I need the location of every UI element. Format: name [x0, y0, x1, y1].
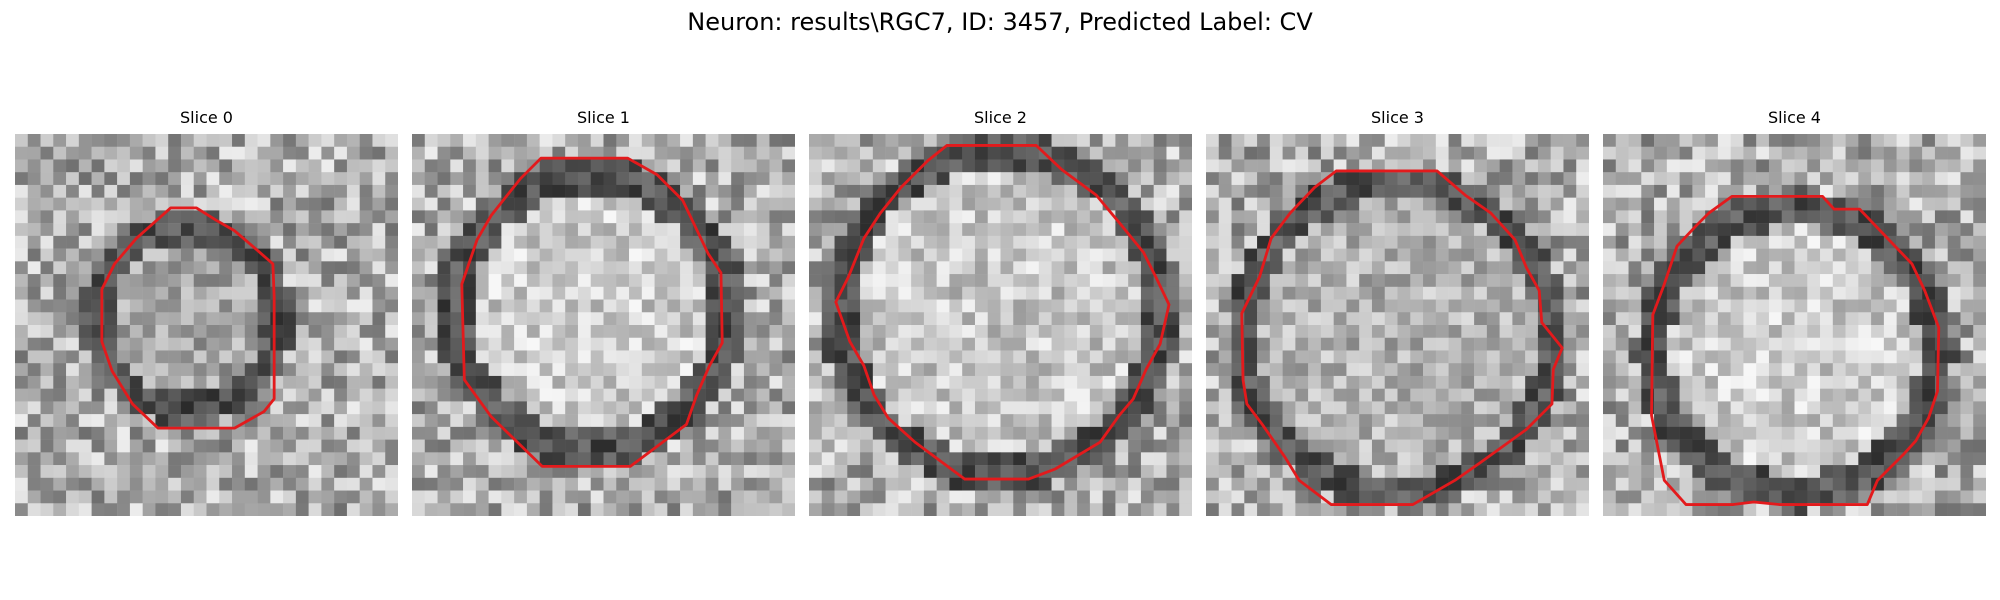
- figure-title: Neuron: results\RGC7, ID: 3457, Predicte…: [687, 8, 1313, 36]
- grayscale-pixels: [412, 134, 795, 516]
- slice-title-2: Slice 2: [974, 108, 1027, 127]
- segmentation-contour: [834, 144, 1171, 481]
- slice-title-3: Slice 3: [1371, 108, 1424, 127]
- slice-image-0: [15, 134, 398, 516]
- slice-title-1: Slice 1: [577, 108, 630, 127]
- slice-title-0: Slice 0: [180, 108, 233, 127]
- slice-image-3: [1206, 134, 1589, 516]
- slice-panel-1: Slice 1: [412, 108, 795, 516]
- slice-image-2: [809, 134, 1192, 516]
- grayscale-pixels: [809, 134, 1192, 516]
- slice-panel-2: Slice 2: [809, 108, 1192, 516]
- slice-panel-3: Slice 3: [1206, 108, 1589, 516]
- grayscale-pixels: [15, 134, 398, 516]
- segmentation-contour: [1240, 169, 1564, 506]
- slice-panel-4: Slice 4: [1603, 108, 1986, 516]
- segmentation-contour: [1650, 194, 1941, 506]
- grayscale-pixels: [1603, 134, 1986, 516]
- slice-image-1: [412, 134, 795, 516]
- grayscale-pixels: [1206, 134, 1589, 516]
- slice-title-4: Slice 4: [1768, 108, 1821, 127]
- segmentation-contour: [460, 156, 724, 468]
- segmentation-contour: [100, 206, 276, 430]
- slice-image-4: [1603, 134, 1986, 516]
- slice-panel-0: Slice 0: [15, 108, 398, 516]
